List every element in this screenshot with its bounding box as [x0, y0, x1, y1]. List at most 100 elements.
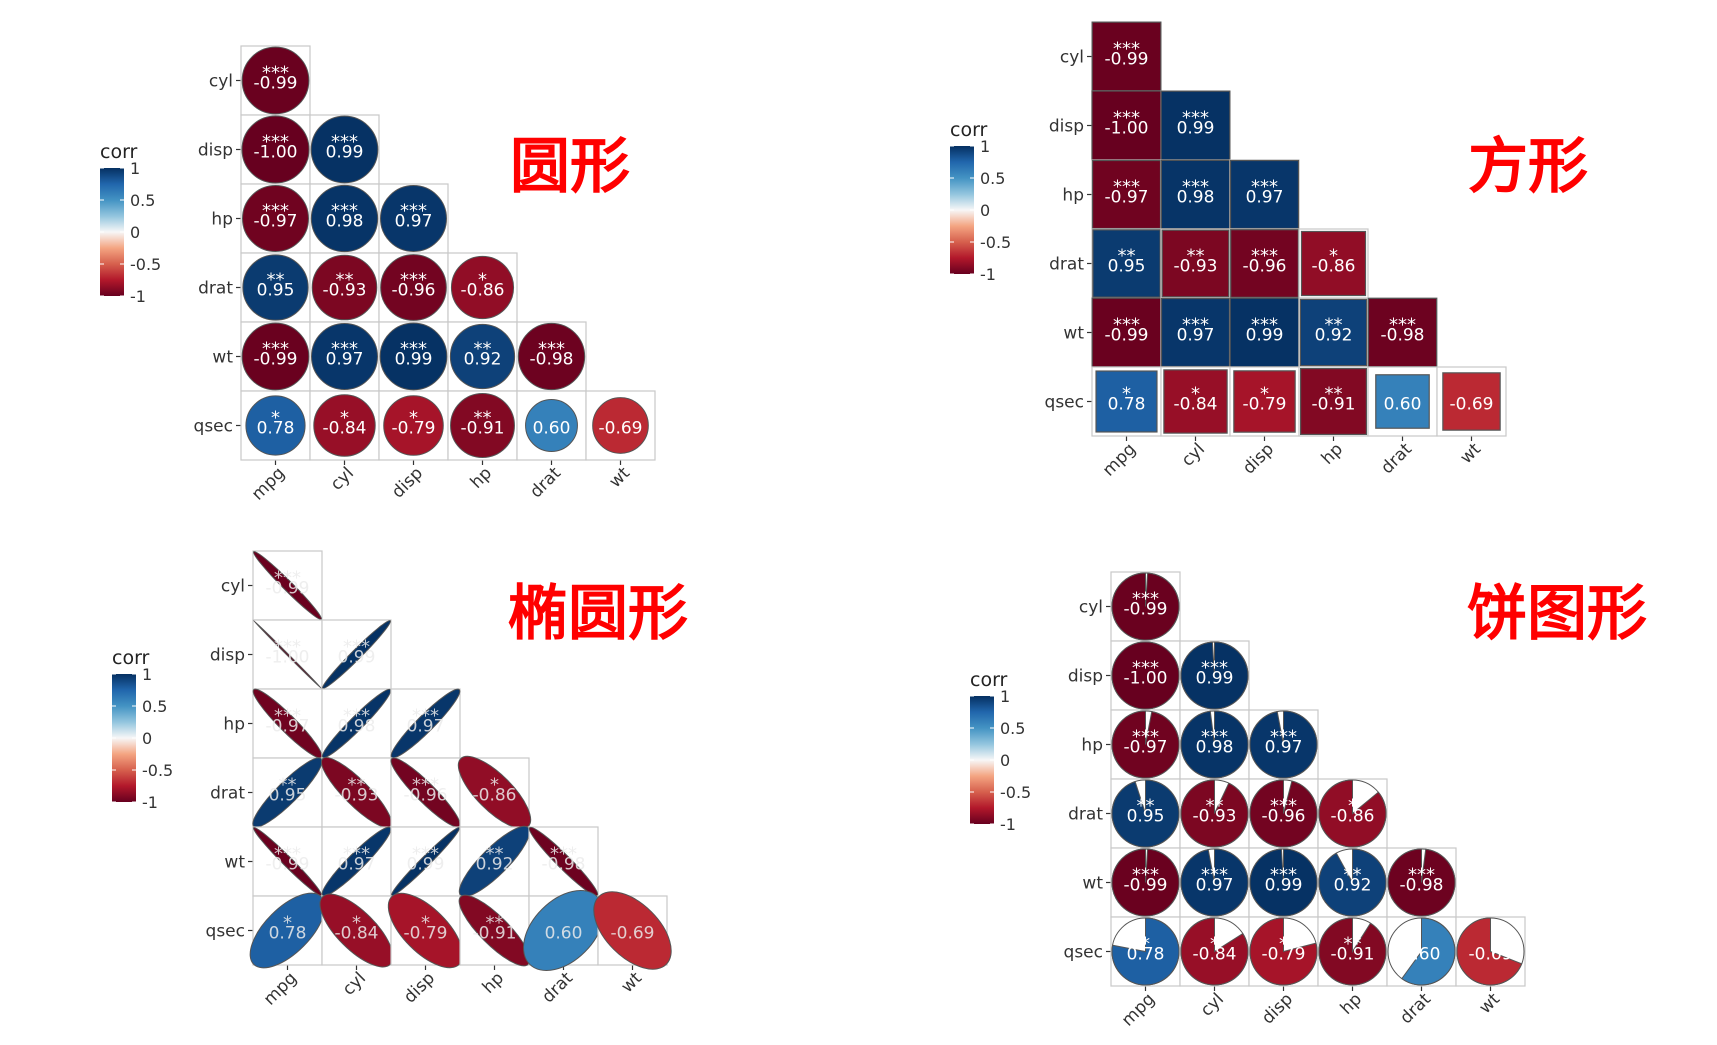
significance-label: ***	[1201, 727, 1228, 748]
significance-label: ***	[1251, 177, 1278, 198]
value-label: -1.00	[1124, 669, 1168, 689]
corr-ellipse	[458, 894, 531, 967]
y-tick-label-cyl: cyl	[209, 72, 233, 92]
value-label: 0.97	[1246, 188, 1284, 208]
corr-cell: ***0.98	[321, 688, 392, 759]
corr-cell: **-0.91	[1317, 916, 1388, 987]
significance-label: *	[490, 775, 499, 796]
value-label: 0.97	[1177, 326, 1215, 346]
value-label: -0.99	[1105, 326, 1149, 346]
corr-cell: ***0.97	[1248, 709, 1319, 780]
corr-circle	[310, 184, 379, 253]
value-label: -0.86	[1312, 257, 1356, 277]
corr-cell: **-0.93	[1160, 228, 1231, 299]
value-label: -0.97	[1124, 738, 1168, 758]
pie-slice	[1318, 779, 1387, 848]
value-label: 0.99	[395, 350, 433, 370]
corr-square	[1091, 159, 1162, 230]
value-label: 0.92	[464, 350, 502, 370]
y-tick-label-cyl: cyl	[221, 577, 245, 597]
x-tick-label-mpg: mpg	[1118, 989, 1159, 1030]
value-label: -0.69	[1450, 395, 1494, 415]
significance-label: ***	[1132, 589, 1159, 610]
corr-cell: ***-0.97	[252, 688, 323, 759]
pie-slice	[1111, 848, 1180, 917]
corr-cell: **0.95	[1110, 778, 1181, 849]
corr-cell: ***-1.00	[240, 114, 311, 185]
corr-square	[1299, 298, 1368, 367]
significance-label: ***	[400, 339, 427, 360]
value-label: 0.92	[476, 855, 514, 875]
corr-ellipse	[391, 827, 460, 896]
significance-label: ***	[274, 637, 301, 658]
value-label: 0.99	[1246, 326, 1284, 346]
value-label: -0.96	[1243, 257, 1287, 277]
significance-label: ***	[1201, 658, 1228, 679]
value-label: 0.60	[545, 924, 583, 944]
significance-label: ***	[262, 63, 289, 84]
x-tick-label-cyl: cyl	[339, 968, 370, 999]
corr-circle	[313, 394, 376, 457]
value-label: 0.98	[1177, 188, 1215, 208]
corr-cell: ***0.97	[321, 826, 392, 897]
legend-tick-label: -1	[130, 287, 146, 306]
corr-ellipse	[390, 757, 461, 828]
value-label: 0.99	[1177, 119, 1215, 139]
significance-label: **	[1187, 246, 1205, 267]
significance-label: ***	[1182, 108, 1209, 129]
value-label: -0.91	[1331, 945, 1375, 965]
corr-cell: ***0.99	[378, 321, 449, 392]
significance-label: **	[474, 408, 492, 429]
corr-circle	[241, 46, 310, 115]
corr-cell: ***0.99	[309, 114, 380, 185]
corr-ellipse	[593, 891, 672, 970]
corr-cell: ***-0.99	[1091, 297, 1162, 368]
corr-cell: ***0.99	[390, 826, 461, 897]
x-tick-label-drat: drat	[526, 463, 565, 502]
significance-label: ***	[1113, 108, 1140, 129]
significance-label: *	[409, 408, 418, 429]
corr-ellipse	[321, 688, 392, 759]
y-tick-label-qsec: qsec	[194, 417, 233, 437]
value-label: 0.95	[257, 281, 295, 301]
significance-label: ***	[343, 706, 370, 727]
corr-square	[1300, 230, 1367, 297]
pie-slice	[1180, 779, 1249, 848]
corr-cell: *-0.84	[309, 390, 380, 461]
significance-label: ***	[274, 844, 301, 865]
corr-ellipse	[387, 892, 464, 969]
value-label: -0.79	[392, 419, 436, 439]
corr-square	[1299, 367, 1368, 436]
corr-cell: -0.69	[1436, 366, 1507, 437]
significance-label: ***	[1408, 865, 1435, 886]
significance-label: ***	[331, 339, 358, 360]
corr-cell: **0.92	[1298, 297, 1369, 368]
value-label: 0.78	[269, 924, 307, 944]
x-tick-label-hp: hp	[467, 463, 496, 492]
legend-tick-label: 0.5	[142, 697, 167, 716]
value-label: 0.99	[1265, 876, 1303, 896]
corr-square	[1091, 297, 1162, 368]
corr-cell: **0.95	[252, 757, 323, 828]
pie-slice	[1180, 848, 1249, 917]
legend-title: corr	[950, 119, 988, 141]
significance-label: ***	[412, 844, 439, 865]
y-tick-label-wt: wt	[224, 853, 245, 873]
value-label: -0.96	[1262, 807, 1306, 827]
corr-square	[1161, 229, 1230, 298]
corr-circle	[380, 254, 447, 321]
significance-label: **	[486, 913, 504, 934]
corr-cell: *0.78	[1091, 366, 1162, 437]
y-tick-label-hp: hp	[1062, 186, 1084, 206]
value-label: -0.96	[392, 281, 436, 301]
legend-tick-label: -0.5	[1000, 783, 1031, 802]
panel-title-square: 方形	[1468, 132, 1588, 202]
significance-label: ***	[331, 201, 358, 222]
x-tick-label-cyl: cyl	[1178, 439, 1209, 470]
corr-square	[1229, 297, 1300, 368]
corr-square	[1092, 229, 1161, 298]
significance-label: *	[271, 408, 280, 429]
significance-label: ***	[1270, 796, 1297, 817]
value-label: 0.99	[338, 648, 376, 668]
